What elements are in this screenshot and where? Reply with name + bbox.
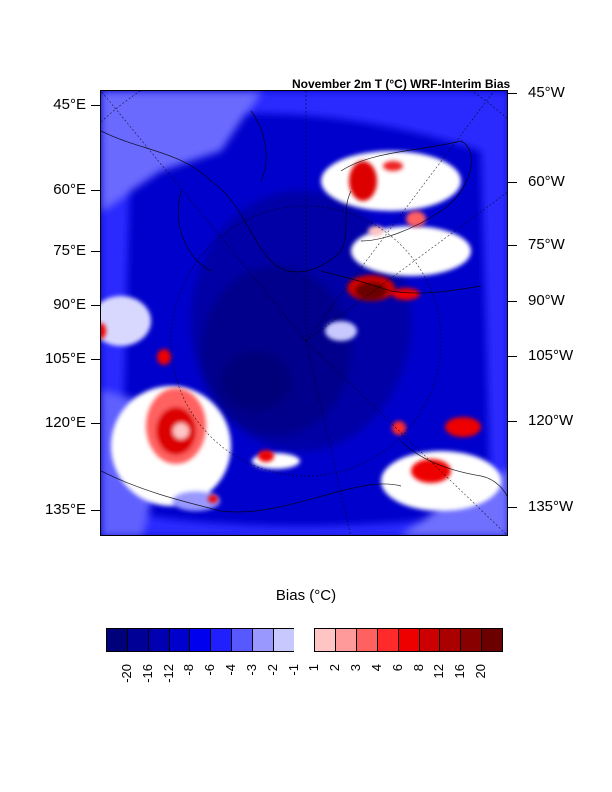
colorbar-swatch [376,628,399,652]
colorbar-level-label: 2 [327,664,343,672]
colorbar-swatch [126,628,149,652]
bias-map-canvas [101,91,507,535]
right-axis-label: 45°W [528,84,565,101]
colorbar-level-label: 12 [431,664,447,679]
left-axis-tick [91,105,100,106]
colorbar-swatch [293,628,316,652]
colorbar-swatch [168,628,191,652]
left-axis-label: 45°E [53,96,86,113]
right-axis-label: 135°W [528,498,574,515]
colorbar-level-label: -12 [160,664,176,683]
left-axis-label: 90°E [53,296,86,313]
right-axis-label: 60°W [528,173,565,190]
colorbar-swatch [210,628,233,652]
left-axis-label: 120°E [44,414,86,431]
colorbar-level-label: -20 [118,664,134,683]
colorbar-swatch [106,628,128,652]
colorbar-level-label: -1 [285,664,301,676]
colorbar-level-label: 4 [368,664,384,672]
left-axis-label: 135°E [44,501,86,518]
right-axis-tick [508,421,517,422]
colorbar-swatch [335,628,358,652]
colorbar-level-label: 8 [410,664,426,672]
colorbar-swatch [418,628,441,652]
colorbar-swatch [439,628,462,652]
colorbar [106,628,503,652]
colorbar-level-label: 1 [306,664,322,672]
right-axis-tick [508,356,517,357]
left-axis-tick [91,305,100,306]
colorbar-swatch [147,628,170,652]
right-axis-label: 105°W [528,347,574,364]
left-axis-tick [91,423,100,424]
left-axis-tick [91,251,100,252]
colorbar-level-label: -3 [243,664,259,676]
right-axis-label: 75°W [528,236,565,253]
left-axis-tick [91,359,100,360]
colorbar-swatch [231,628,253,652]
colorbar-swatch [251,628,274,652]
colorbar-level-label: 16 [452,664,468,679]
colorbar-level-label: -16 [139,664,155,683]
left-axis-label: 60°E [53,181,86,198]
right-axis-label: 120°W [528,412,574,429]
colorbar-swatch [481,628,503,652]
right-axis-tick [508,93,517,94]
left-axis-tick [91,510,100,511]
colorbar-swatch [314,628,337,652]
colorbar-swatch [356,628,378,652]
bias-map [100,90,508,536]
left-axis-label: 105°E [44,350,86,367]
right-axis-tick [508,301,517,302]
colorbar-level-label: -6 [202,664,218,676]
map-title: November 2m T (°C) WRF-Interim Bias [292,77,511,91]
colorbar-swatch [460,628,483,652]
colorbar-swatch [272,628,295,652]
colorbar-level-label: 20 [473,664,489,679]
colorbar-swatch [189,628,212,652]
colorbar-level-label: 3 [348,664,364,672]
right-axis-tick [508,182,517,183]
left-axis-tick [91,190,100,191]
colorbar-title: Bias (°C) [275,587,337,604]
left-axis-label: 75°E [53,242,86,259]
right-axis-tick [508,245,517,246]
colorbar-level-label: -4 [223,664,239,676]
colorbar-swatch [397,628,420,652]
colorbar-level-label: 6 [389,664,405,672]
right-axis-label: 90°W [528,292,565,309]
colorbar-level-label: -2 [264,664,280,676]
colorbar-level-label: -8 [181,664,197,676]
right-axis-tick [508,507,517,508]
